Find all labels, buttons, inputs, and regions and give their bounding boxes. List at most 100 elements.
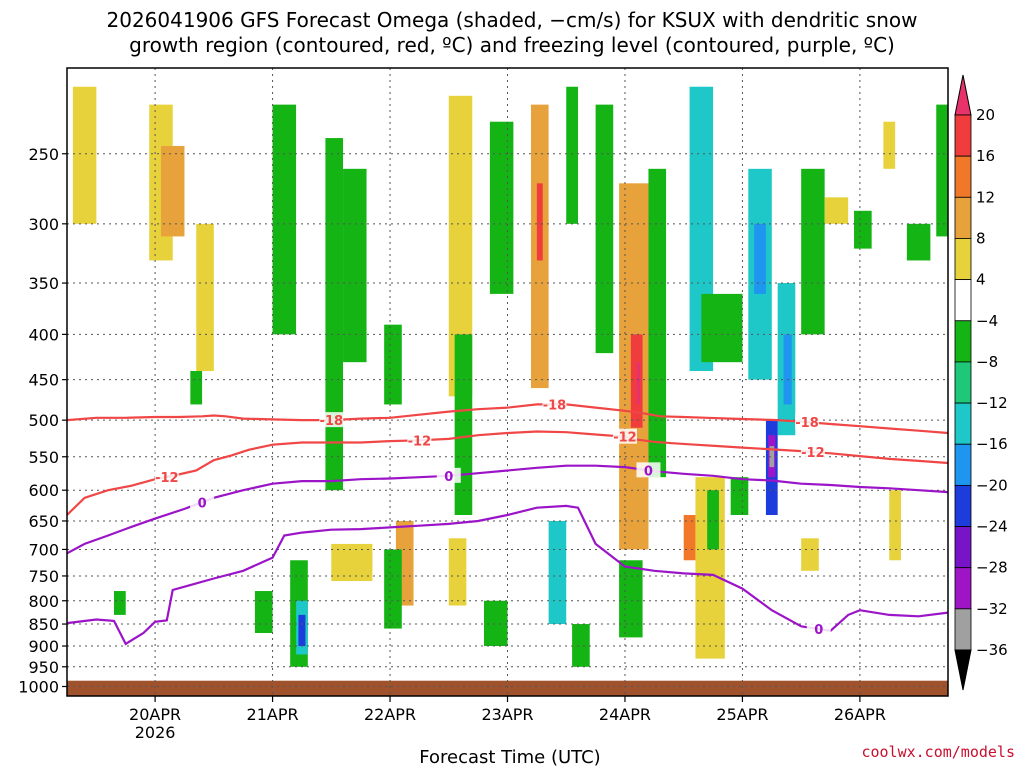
y-tick-label-700: 700 xyxy=(28,540,59,559)
colorbar-label-8: −16 xyxy=(976,435,1008,453)
colorbar-label-2: 12 xyxy=(976,188,995,206)
omega-cell-7 xyxy=(298,614,306,647)
x-tick-label-21APR: 21APR xyxy=(247,705,299,724)
colorbar: 20 16 12 8 4 −4 −8 −12 −16 −20 −24 −28 −32 −36 xyxy=(954,74,1008,691)
omega-cell-10 xyxy=(384,324,402,405)
x-tick-label-26APR: 26APR xyxy=(834,705,886,724)
y-tick-label-950: 950 xyxy=(28,658,59,677)
contour-label-bg-minus12-1 xyxy=(407,432,432,448)
ground-band xyxy=(67,680,948,696)
colorbar-label-12: −32 xyxy=(976,600,1008,618)
contour-label-freezing-0: 0 xyxy=(198,496,207,511)
contour-label-minus12-1: -12 xyxy=(408,434,432,449)
omega-cell-40 xyxy=(889,490,902,561)
colorbar-label-3: 8 xyxy=(976,229,986,247)
y-tick-label-850: 850 xyxy=(28,615,59,634)
y-tick-label-1000: 1000 xyxy=(18,678,59,697)
omega-cell-2 xyxy=(160,145,185,237)
omega-cell-50 xyxy=(190,371,203,405)
omega-cell-22 xyxy=(636,362,641,405)
colorbar-swatch-10 xyxy=(954,484,972,527)
x-tick-label-24APR: 24APR xyxy=(599,705,651,724)
colorbar-bottom-arrow xyxy=(954,649,972,691)
grid-lines xyxy=(67,68,948,696)
omega-cell-38 xyxy=(906,223,931,261)
contours: -18 -18 -18 -12 -12 -12 -12 0 0 0 0 xyxy=(66,396,949,646)
colorbar-label-0: 20 xyxy=(976,106,995,124)
contour-label-minus18-0: -18 xyxy=(320,414,344,429)
omega-cell-14 xyxy=(489,121,514,294)
omega-cell-51 xyxy=(331,543,373,582)
contour-label-minus18-1: -18 xyxy=(543,398,567,413)
contour-label-minus12-3: -12 xyxy=(801,446,825,461)
omega-cell-4 xyxy=(272,104,297,335)
colorbar-label-11: −28 xyxy=(976,559,1008,577)
omega-cell-0 xyxy=(72,86,97,224)
contour-label-bg-minus18-2 xyxy=(795,414,820,430)
credit-text: coolwx.com/models xyxy=(861,743,1015,761)
contour-label-bg-freezing-1 xyxy=(436,467,461,483)
omega-cell-36 xyxy=(854,210,872,249)
colorbar-swatch-3 xyxy=(954,196,972,239)
contour-freezing xyxy=(66,464,949,555)
omega-cell-16 xyxy=(536,183,543,261)
contour-label-bg-minus18-1 xyxy=(542,396,567,412)
contour-label-bg-freezing-2 xyxy=(636,462,661,478)
omega-cell-39 xyxy=(936,104,948,237)
contour-label-minus12-0: -12 xyxy=(155,471,179,486)
omega-cell-52 xyxy=(572,624,590,667)
y-tick-label-500: 500 xyxy=(28,411,59,430)
y-tick-label-300: 300 xyxy=(28,215,59,234)
x-axis-label: Forecast Time (UTC) xyxy=(419,747,600,768)
omega-cell-23 xyxy=(648,168,667,478)
omega-cell-13 xyxy=(454,334,473,516)
omega-cell-28 xyxy=(754,223,766,294)
x-tick-label-22APR: 22APR xyxy=(364,705,416,724)
contour-label-freezing-2: 0 xyxy=(644,464,653,479)
colorbar-swatch-13 xyxy=(954,608,972,651)
omega-cell-12 xyxy=(448,95,473,397)
colorbar-label-13: −36 xyxy=(976,641,1008,659)
y-tick-label-450: 450 xyxy=(28,371,59,390)
omega-cell-47 xyxy=(448,538,467,606)
x-tick-label-25APR: 25APR xyxy=(716,705,768,724)
omega-cell-48 xyxy=(254,591,273,633)
y-tick-label-600: 600 xyxy=(28,481,59,500)
colorbar-swatch-9 xyxy=(954,443,972,486)
colorbar-swatch-4 xyxy=(954,238,972,281)
y-tick-label-400: 400 xyxy=(28,325,59,344)
omega-cell-53 xyxy=(484,600,508,647)
omega-cell-41 xyxy=(801,538,819,571)
y-tick-label-550: 550 xyxy=(28,448,59,467)
colorbar-swatch-6 xyxy=(954,320,972,363)
colorbar-swatch-1 xyxy=(954,114,972,157)
colorbar-label-4: 4 xyxy=(976,271,986,289)
omega-cell-37 xyxy=(883,121,896,169)
y-tick-label-750: 750 xyxy=(28,567,59,586)
ground-surface xyxy=(67,680,948,696)
omega-cell-35 xyxy=(824,197,849,224)
omega-cell-34 xyxy=(801,168,825,335)
contour-label-minus18-2: -18 xyxy=(795,416,819,431)
contour-label-freezing-1: 0 xyxy=(444,470,453,485)
omega-cell-30 xyxy=(783,334,792,405)
pressure-axis: 250 300 350 400 450 500 550 600 650 700 750 800 850 9… xyxy=(18,145,67,697)
omega-cell-33 xyxy=(769,446,775,468)
omega-cell-46 xyxy=(384,549,402,629)
omega-cell-9 xyxy=(343,168,367,363)
colorbar-swatch-8 xyxy=(954,402,972,445)
colorbar-top-arrow xyxy=(954,74,972,116)
omega-cell-49 xyxy=(113,591,126,615)
omega-cell-45 xyxy=(730,477,749,516)
contour-minus18 xyxy=(66,403,949,435)
x-tick-sublabel-20APR: 2026 xyxy=(135,723,176,742)
colorbar-label-7: −12 xyxy=(976,394,1008,412)
contour-label-freezing_lower-0: 0 xyxy=(814,623,823,638)
chart-title-line1: 2026041906 GFS Forecast Omega (shaded, −… xyxy=(107,8,918,32)
omega-cell-17 xyxy=(548,520,567,625)
x-tick-label-23APR: 23APR xyxy=(481,705,533,724)
contour-label-bg-freezing-0 xyxy=(190,494,215,510)
contour-label-bg-minus12-0 xyxy=(154,468,179,484)
